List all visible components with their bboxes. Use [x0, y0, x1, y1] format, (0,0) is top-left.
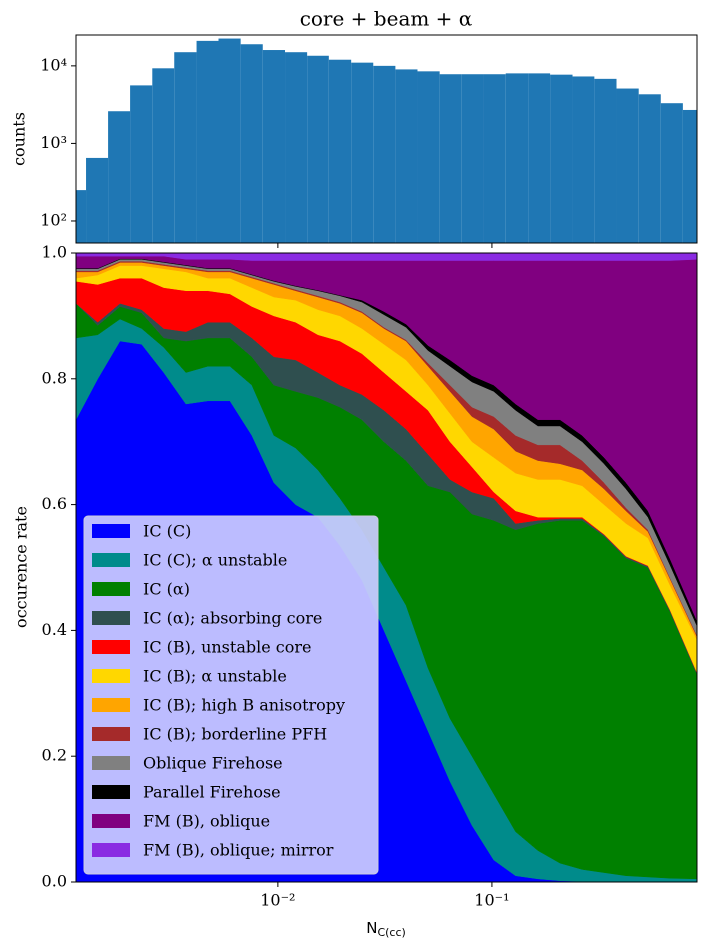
legend-label: IC (C); α unstable [143, 551, 287, 570]
bar [196, 40, 219, 243]
legend-swatch [92, 727, 130, 741]
bar [528, 73, 551, 243]
legend-label: IC (B); high B anisotropy [143, 696, 345, 715]
bar [417, 71, 440, 243]
legend-swatch [92, 843, 130, 857]
y-tick-label: 10² [40, 210, 67, 229]
bar [373, 65, 396, 243]
bar [76, 190, 87, 243]
bar [262, 50, 286, 243]
y-tick-label: 0.8 [42, 368, 67, 387]
bar [174, 52, 197, 243]
legend-swatch [92, 524, 130, 538]
axes-frame [75, 34, 698, 244]
legend-label: Parallel Firehose [143, 783, 281, 802]
legend-label: Oblique Firehose [143, 754, 283, 773]
bar [550, 74, 573, 243]
legend-label: IC (α) [143, 580, 190, 599]
y-axis-label: counts [10, 112, 29, 166]
legend-swatch [92, 669, 130, 683]
bar [682, 109, 697, 243]
bar [572, 76, 595, 243]
axes-frame [75, 252, 698, 883]
bar [660, 103, 683, 243]
x-tick-label: 10⁻² [260, 891, 295, 910]
legend-label: IC (B); borderline PFH [143, 725, 327, 744]
bar [307, 55, 329, 243]
chart-title: core + beam + α [300, 7, 473, 31]
x-tick-label: 10⁻¹ [474, 891, 509, 910]
y-tick-label: 0.4 [42, 620, 67, 639]
legend-swatch [92, 640, 130, 654]
x-axis-label: NC(cc) [366, 919, 406, 940]
legend-label: IC (B), unstable core [143, 638, 311, 657]
area [76, 253, 697, 261]
legend-label: IC (α); absorbing core [143, 609, 322, 628]
bar [505, 73, 529, 243]
bar [594, 78, 617, 243]
plot-area [76, 38, 697, 243]
legend-label: IC (C) [143, 522, 191, 541]
legend-swatch [92, 814, 130, 828]
bar [461, 74, 484, 243]
bar [86, 157, 109, 243]
bar [638, 94, 661, 243]
legend-swatch [92, 553, 130, 567]
bar [108, 111, 131, 243]
bar [152, 68, 175, 243]
bar [351, 62, 374, 243]
bar [616, 88, 639, 243]
y-tick-label: 10⁴ [40, 55, 67, 74]
legend-swatch [92, 756, 130, 770]
legend: IC (C) IC (C); α unstable IC (α) IC (α); ab… [83, 515, 379, 875]
bar [328, 59, 352, 243]
legend-swatch [92, 785, 130, 799]
legend-label: FM (B), oblique; mirror [143, 841, 334, 860]
legend-swatch [92, 698, 130, 712]
bar [218, 38, 241, 243]
y-tick-label: 1.0 [42, 243, 67, 262]
legend-swatch [92, 582, 130, 596]
legend-frame [83, 515, 379, 875]
y-tick-label: 10³ [40, 133, 67, 152]
legend-swatch [92, 611, 130, 625]
bar [439, 74, 462, 243]
bar [285, 52, 308, 243]
bar [395, 69, 418, 243]
y-tick-label: 0.2 [42, 746, 67, 765]
y-tick-label: 0.0 [42, 872, 67, 891]
legend-label: IC (B); α unstable [143, 667, 287, 686]
y-axis-label: occurence rate [12, 506, 31, 628]
bar [130, 85, 153, 243]
bar [483, 74, 506, 243]
legend-label: FM (B), oblique [143, 812, 270, 831]
bar [240, 44, 263, 243]
y-tick-label: 0.6 [42, 494, 67, 513]
